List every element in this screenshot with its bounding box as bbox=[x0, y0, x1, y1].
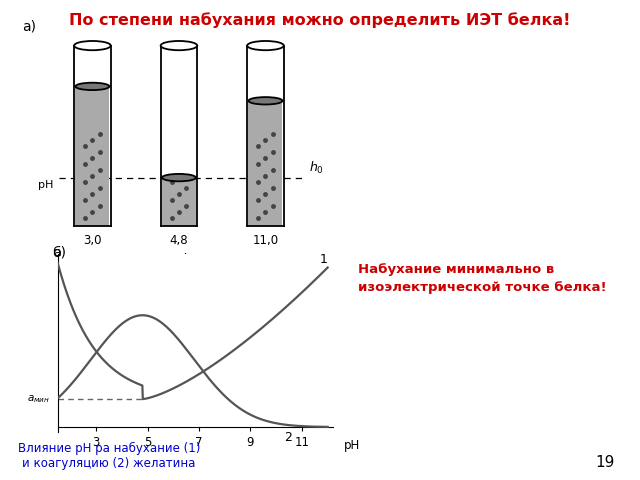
Text: По степени набухания можно определить ИЭТ белка!: По степени набухания можно определить ИЭ… bbox=[69, 12, 571, 28]
X-axis label: рН: рН bbox=[344, 439, 360, 452]
Text: Набухание минимально в
изоэлектрической точке белка!: Набухание минимально в изоэлектрической … bbox=[358, 263, 607, 294]
Text: $h_0$: $h_0$ bbox=[308, 160, 324, 176]
Text: а): а) bbox=[22, 19, 36, 33]
Text: 1: 1 bbox=[320, 253, 328, 266]
Ellipse shape bbox=[248, 97, 282, 105]
Text: б): б) bbox=[52, 245, 67, 259]
Text: 19: 19 bbox=[595, 456, 614, 470]
Text: 4,8: 4,8 bbox=[170, 234, 188, 247]
Ellipse shape bbox=[74, 41, 111, 50]
Ellipse shape bbox=[161, 41, 197, 50]
Text: рН: рН bbox=[38, 180, 53, 190]
Text: 2: 2 bbox=[284, 431, 292, 444]
Text: Влияние рН ра набухание (1)
и коагуляцию (2) желатина: Влияние рН ра набухание (1) и коагуляцию… bbox=[18, 442, 200, 470]
Text: р I: р I bbox=[171, 252, 187, 265]
Ellipse shape bbox=[76, 83, 109, 90]
Text: $a_{мин}$: $a_{мин}$ bbox=[27, 393, 50, 405]
Text: 3,0: 3,0 bbox=[83, 234, 102, 247]
Text: 11,0: 11,0 bbox=[252, 234, 278, 247]
Bar bbox=[248, 48, 282, 101]
Ellipse shape bbox=[247, 41, 284, 50]
Text: а: а bbox=[54, 246, 61, 259]
Bar bbox=[162, 48, 196, 178]
Bar bbox=[76, 48, 109, 86]
Bar bbox=[76, 86, 109, 226]
Bar bbox=[162, 178, 196, 226]
Bar bbox=[248, 101, 282, 226]
Ellipse shape bbox=[162, 174, 196, 181]
